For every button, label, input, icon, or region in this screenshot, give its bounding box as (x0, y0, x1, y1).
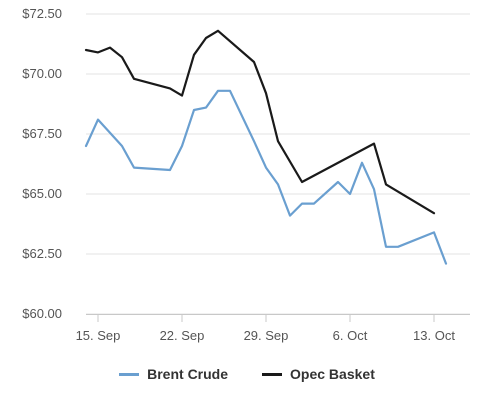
series-line-brent-crude[interactable] (84, 89, 448, 265)
y-tick-label: $65.00 (22, 186, 62, 201)
series-lines (84, 29, 448, 265)
grid (86, 13, 470, 315)
y-tick-label: $67.50 (22, 126, 62, 141)
legend-item-brent-crude[interactable]: Brent Crude (119, 366, 228, 382)
x-tick-label: 15. Sep (76, 328, 121, 343)
legend-item-opec-basket[interactable]: Opec Basket (262, 366, 375, 382)
y-tick-label: $60.00 (22, 306, 62, 321)
legend-swatch-opec-basket (262, 372, 283, 376)
legend-label-brent-crude: Brent Crude (147, 366, 229, 382)
x-axis-tick-labels: 15. Sep 22. Sep 29. Sep 6. Oct 13. Oct (76, 314, 470, 343)
y-tick-label: $62.50 (22, 246, 62, 261)
y-tick-label: $72.50 (22, 6, 62, 21)
y-tick-label: $70.00 (22, 66, 62, 81)
legend: Brent Crude Opec Basket (0, 366, 494, 382)
x-tick-label: 13. Oct (413, 328, 455, 343)
legend-label-opec-basket: Opec Basket (290, 366, 375, 382)
x-tick-label: 6. Oct (333, 328, 368, 343)
x-tick-label: 22. Sep (160, 328, 205, 343)
x-tick-label: 29. Sep (244, 328, 289, 343)
line-chart: $60.00 $62.50 $65.00 $67.50 $70.00 $72.50 15.… (22, 6, 470, 343)
series-line-opec-basket[interactable] (84, 29, 436, 215)
y-axis-tick-labels: $60.00 $62.50 $65.00 $67.50 $70.00 $72.50 (22, 6, 62, 321)
legend-swatch-brent-crude (119, 372, 140, 376)
